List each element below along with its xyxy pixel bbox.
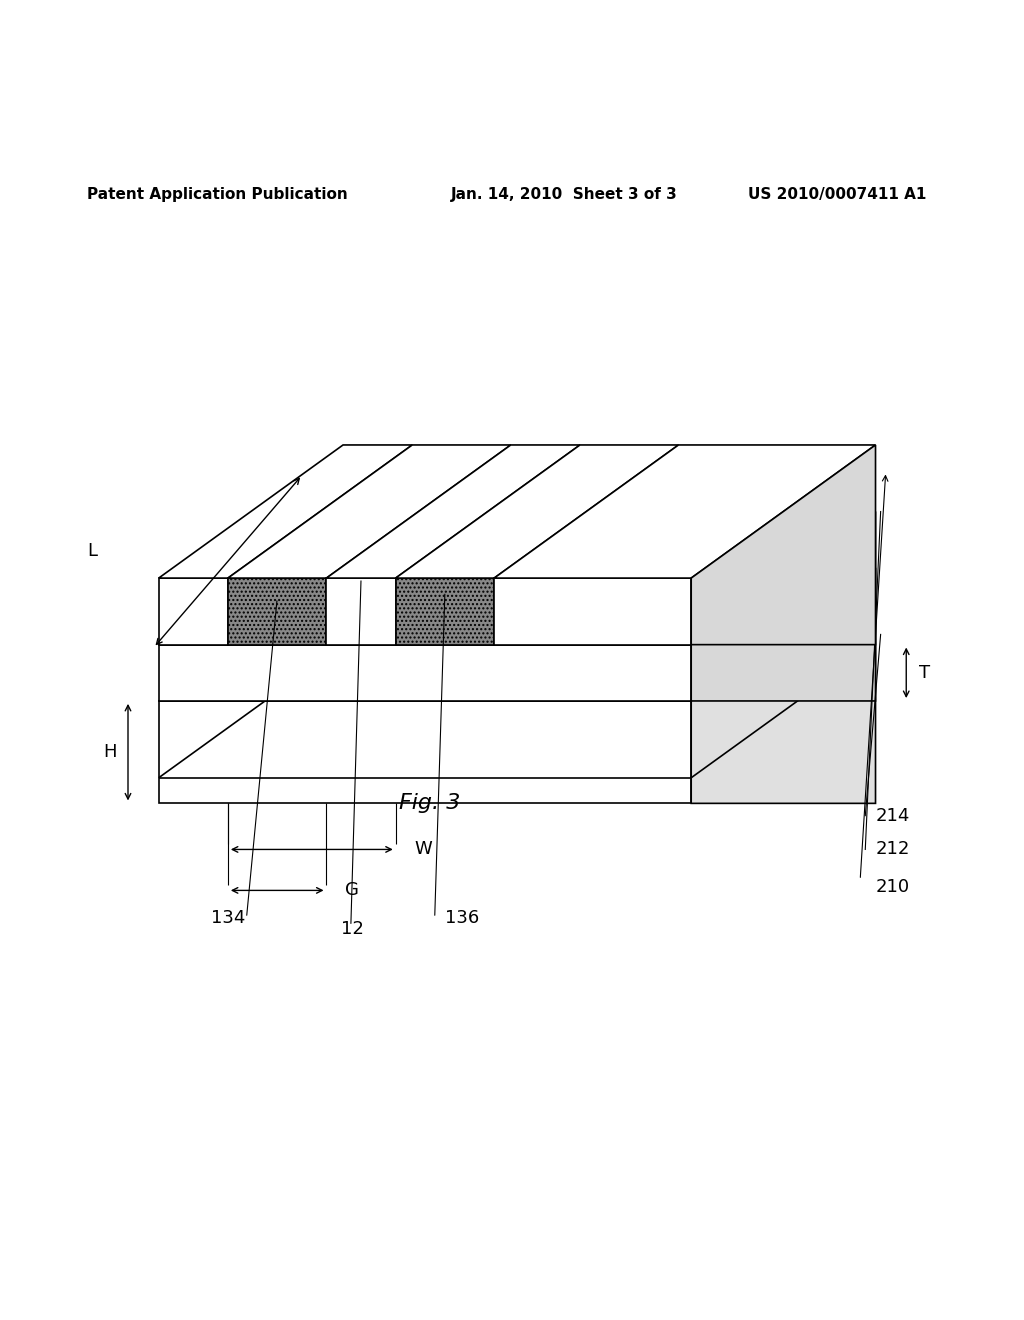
Text: 12: 12 bbox=[341, 920, 364, 939]
Polygon shape bbox=[159, 512, 876, 644]
Text: Fig. 3: Fig. 3 bbox=[399, 793, 461, 813]
Text: H: H bbox=[102, 743, 117, 762]
Polygon shape bbox=[159, 644, 691, 701]
Polygon shape bbox=[228, 578, 327, 644]
Polygon shape bbox=[327, 578, 395, 644]
Text: 214: 214 bbox=[876, 807, 910, 825]
Polygon shape bbox=[395, 445, 679, 578]
Polygon shape bbox=[691, 445, 876, 644]
Text: 134: 134 bbox=[211, 909, 245, 927]
Polygon shape bbox=[159, 568, 876, 701]
Text: Patent Application Publication: Patent Application Publication bbox=[87, 186, 348, 202]
Text: T: T bbox=[920, 664, 930, 682]
Polygon shape bbox=[159, 701, 691, 804]
Polygon shape bbox=[395, 578, 495, 644]
Text: G: G bbox=[345, 882, 358, 899]
Polygon shape bbox=[159, 578, 228, 644]
Text: US 2010/0007411 A1: US 2010/0007411 A1 bbox=[748, 186, 926, 202]
Polygon shape bbox=[495, 445, 876, 578]
Polygon shape bbox=[495, 578, 691, 644]
Polygon shape bbox=[691, 568, 876, 804]
Polygon shape bbox=[159, 445, 413, 578]
Polygon shape bbox=[228, 445, 511, 578]
Text: 136: 136 bbox=[444, 909, 479, 927]
Text: L: L bbox=[87, 543, 97, 560]
Text: 212: 212 bbox=[876, 841, 910, 858]
Text: W: W bbox=[414, 841, 432, 858]
Text: 210: 210 bbox=[876, 878, 909, 896]
Text: Jan. 14, 2010  Sheet 3 of 3: Jan. 14, 2010 Sheet 3 of 3 bbox=[451, 186, 677, 202]
Polygon shape bbox=[691, 512, 876, 701]
Polygon shape bbox=[327, 445, 580, 578]
